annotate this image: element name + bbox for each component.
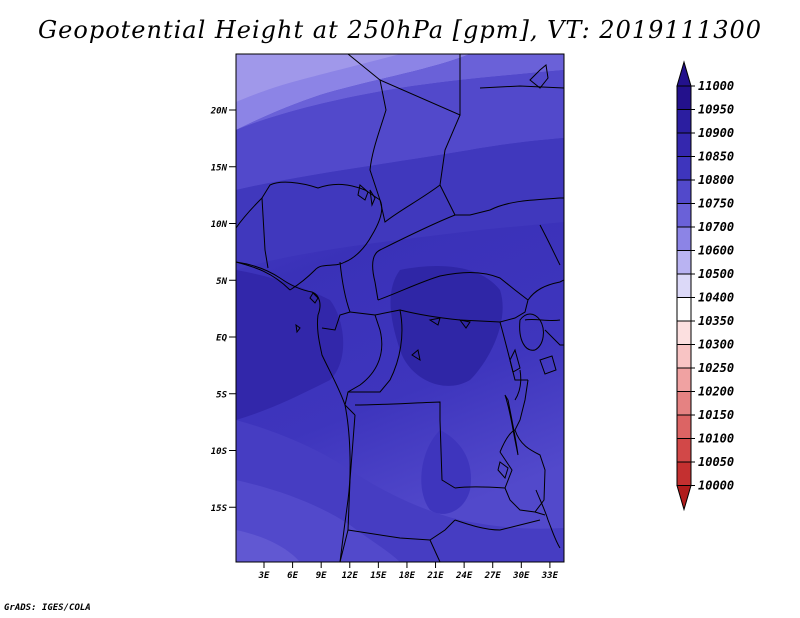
colorbar-label: 10000 <box>698 479 734 493</box>
colorbar-swatch <box>676 250 692 275</box>
colorbar-label: 10150 <box>698 408 734 422</box>
colorbar-swatch <box>676 438 692 463</box>
lon-tick-label: 24E <box>455 571 473 581</box>
lon-tick-label: 12E <box>342 571 359 581</box>
colorbar-swatch <box>676 461 692 486</box>
colorbar-cap-top <box>676 60 692 87</box>
colorbar-label: 10250 <box>698 361 734 375</box>
lat-tick-label: 15N <box>211 163 228 173</box>
lon-tick-label: 18E <box>399 571 416 581</box>
longitude-axis: 3E 6E 9E 12E 15E 18E 21E 24E 27E 30E 33E <box>258 562 559 581</box>
lon-tick-label: 33E <box>541 571 559 581</box>
colorbar-swatch <box>676 156 692 181</box>
lat-tick-label: 5N <box>216 277 227 287</box>
colorbar-swatch <box>676 367 692 392</box>
coastline-and-lakes <box>236 64 564 562</box>
colorbar-label: 10200 <box>698 385 734 399</box>
lon-tick-label: 6E <box>287 571 298 581</box>
colorbar-swatch <box>676 109 692 134</box>
grads-credit: GrADS: IGES/COLA <box>4 603 91 613</box>
colorbar-swatch <box>676 297 692 322</box>
colorbar-label: 10900 <box>698 126 734 140</box>
map-title: Geopotential Height at 250hPa [gpm], VT:… <box>38 16 762 44</box>
lat-tick-label: 20N <box>210 107 228 117</box>
lat-tick-label: EQ <box>216 334 227 344</box>
map-figure: 20N 15N 10N 5N EQ 5S 10S 15S 3E 6E 9E 12E 15E 18E 21E… <box>210 53 734 581</box>
map-frame <box>235 53 565 563</box>
colorbar-swatch <box>676 414 692 439</box>
colorbar-swatch <box>676 226 692 251</box>
colorbar-legend: 11000 10950 10900 10850 10800 10750 10700 10600… <box>676 60 734 512</box>
colorbar-label: 10800 <box>698 173 734 187</box>
colorbar-label: 10400 <box>698 291 734 305</box>
lon-tick-label: 9E <box>316 571 327 581</box>
lat-tick-label: 5S <box>216 390 227 400</box>
lat-tick-label: 15S <box>211 504 228 514</box>
colorbar-label: 10350 <box>698 314 734 328</box>
colorbar-swatch <box>676 344 692 369</box>
colorbar-swatch <box>676 85 692 110</box>
colorbar-label: 10950 <box>698 103 734 117</box>
lon-tick-label: 21E <box>426 571 444 581</box>
colorbar-swatch <box>676 391 692 416</box>
lon-tick-label: 30E <box>512 571 530 581</box>
lon-tick-label: 27E <box>484 571 502 581</box>
colorbar-label: 11000 <box>698 79 734 93</box>
lat-tick-label: 10N <box>211 220 228 230</box>
colorbar-label: 10750 <box>698 197 734 211</box>
colorbar-swatch <box>676 320 692 345</box>
lat-tick-label: 10S <box>211 447 228 457</box>
colorbar-swatch <box>676 273 692 298</box>
colorbar-label: 10500 <box>698 267 734 281</box>
height-field <box>236 54 564 562</box>
colorbar-label: 10600 <box>698 244 734 258</box>
colorbar-swatch <box>676 203 692 228</box>
colorbar-swatch <box>676 132 692 157</box>
colorbar-label: 10850 <box>698 150 734 164</box>
colorbar-label: 10300 <box>698 338 734 352</box>
colorbar-label: 10050 <box>698 455 734 469</box>
colorbar-cap-bottom <box>676 485 692 512</box>
lon-tick-label: 15E <box>370 571 387 581</box>
country-borders <box>236 54 564 562</box>
colorbar-label: 10700 <box>698 220 734 234</box>
latitude-axis: 20N 15N 10N 5N EQ 5S 10S 15S <box>210 107 236 514</box>
colorbar-swatch <box>676 179 692 204</box>
colorbar-label: 10100 <box>698 432 734 446</box>
lon-tick-label: 3E <box>258 571 270 581</box>
